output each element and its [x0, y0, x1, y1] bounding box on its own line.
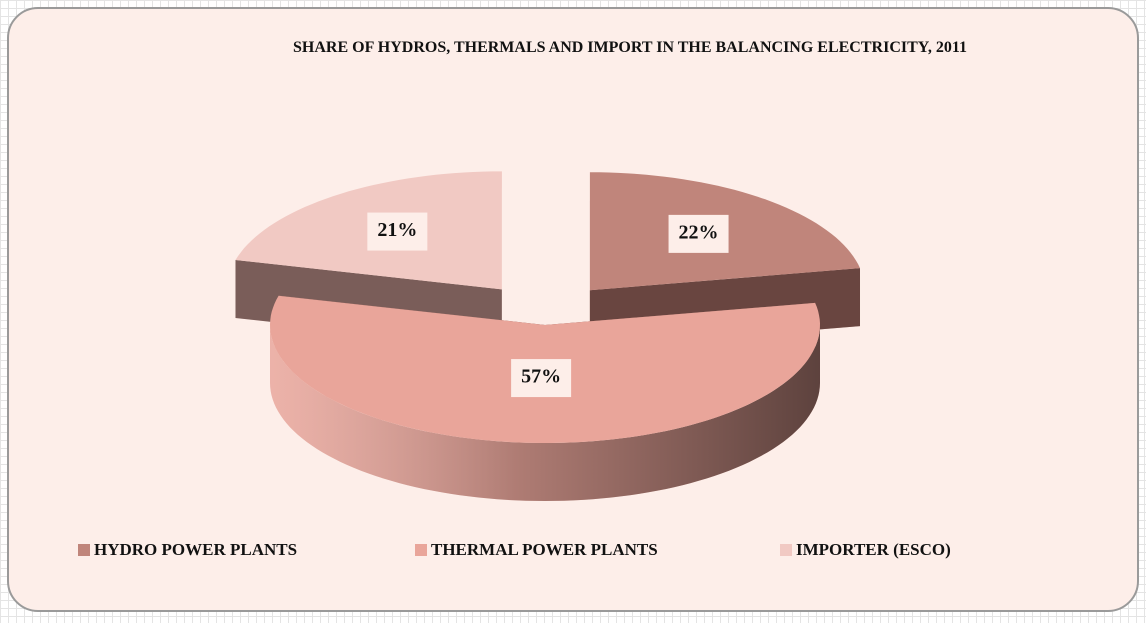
- legend-swatch: [415, 544, 427, 556]
- legend-label: THERMAL POWER PLANTS: [431, 540, 658, 559]
- data-label: 21%: [377, 219, 417, 241]
- pie: 22% 57% 21%: [235, 171, 861, 501]
- legend-swatch: [780, 544, 792, 556]
- panel: [7, 7, 1139, 612]
- legend-label: IMPORTER (ESCO): [796, 540, 951, 559]
- legend-swatch: [78, 544, 90, 556]
- data-label-box: [367, 212, 428, 251]
- slice-side-shade: [270, 325, 820, 501]
- data-label: 57%: [521, 366, 561, 388]
- chart-title: SHARE OF HYDROS, THERMALS AND IMPORT IN …: [293, 39, 967, 56]
- data-label: 22%: [679, 221, 719, 243]
- legend: HYDRO POWER PLANTS THERMAL POWER PLANTS IM…: [78, 540, 951, 559]
- data-label-box: [511, 359, 572, 398]
- data-label-box: [668, 214, 729, 253]
- legend-label: HYDRO POWER PLANTS: [94, 540, 297, 559]
